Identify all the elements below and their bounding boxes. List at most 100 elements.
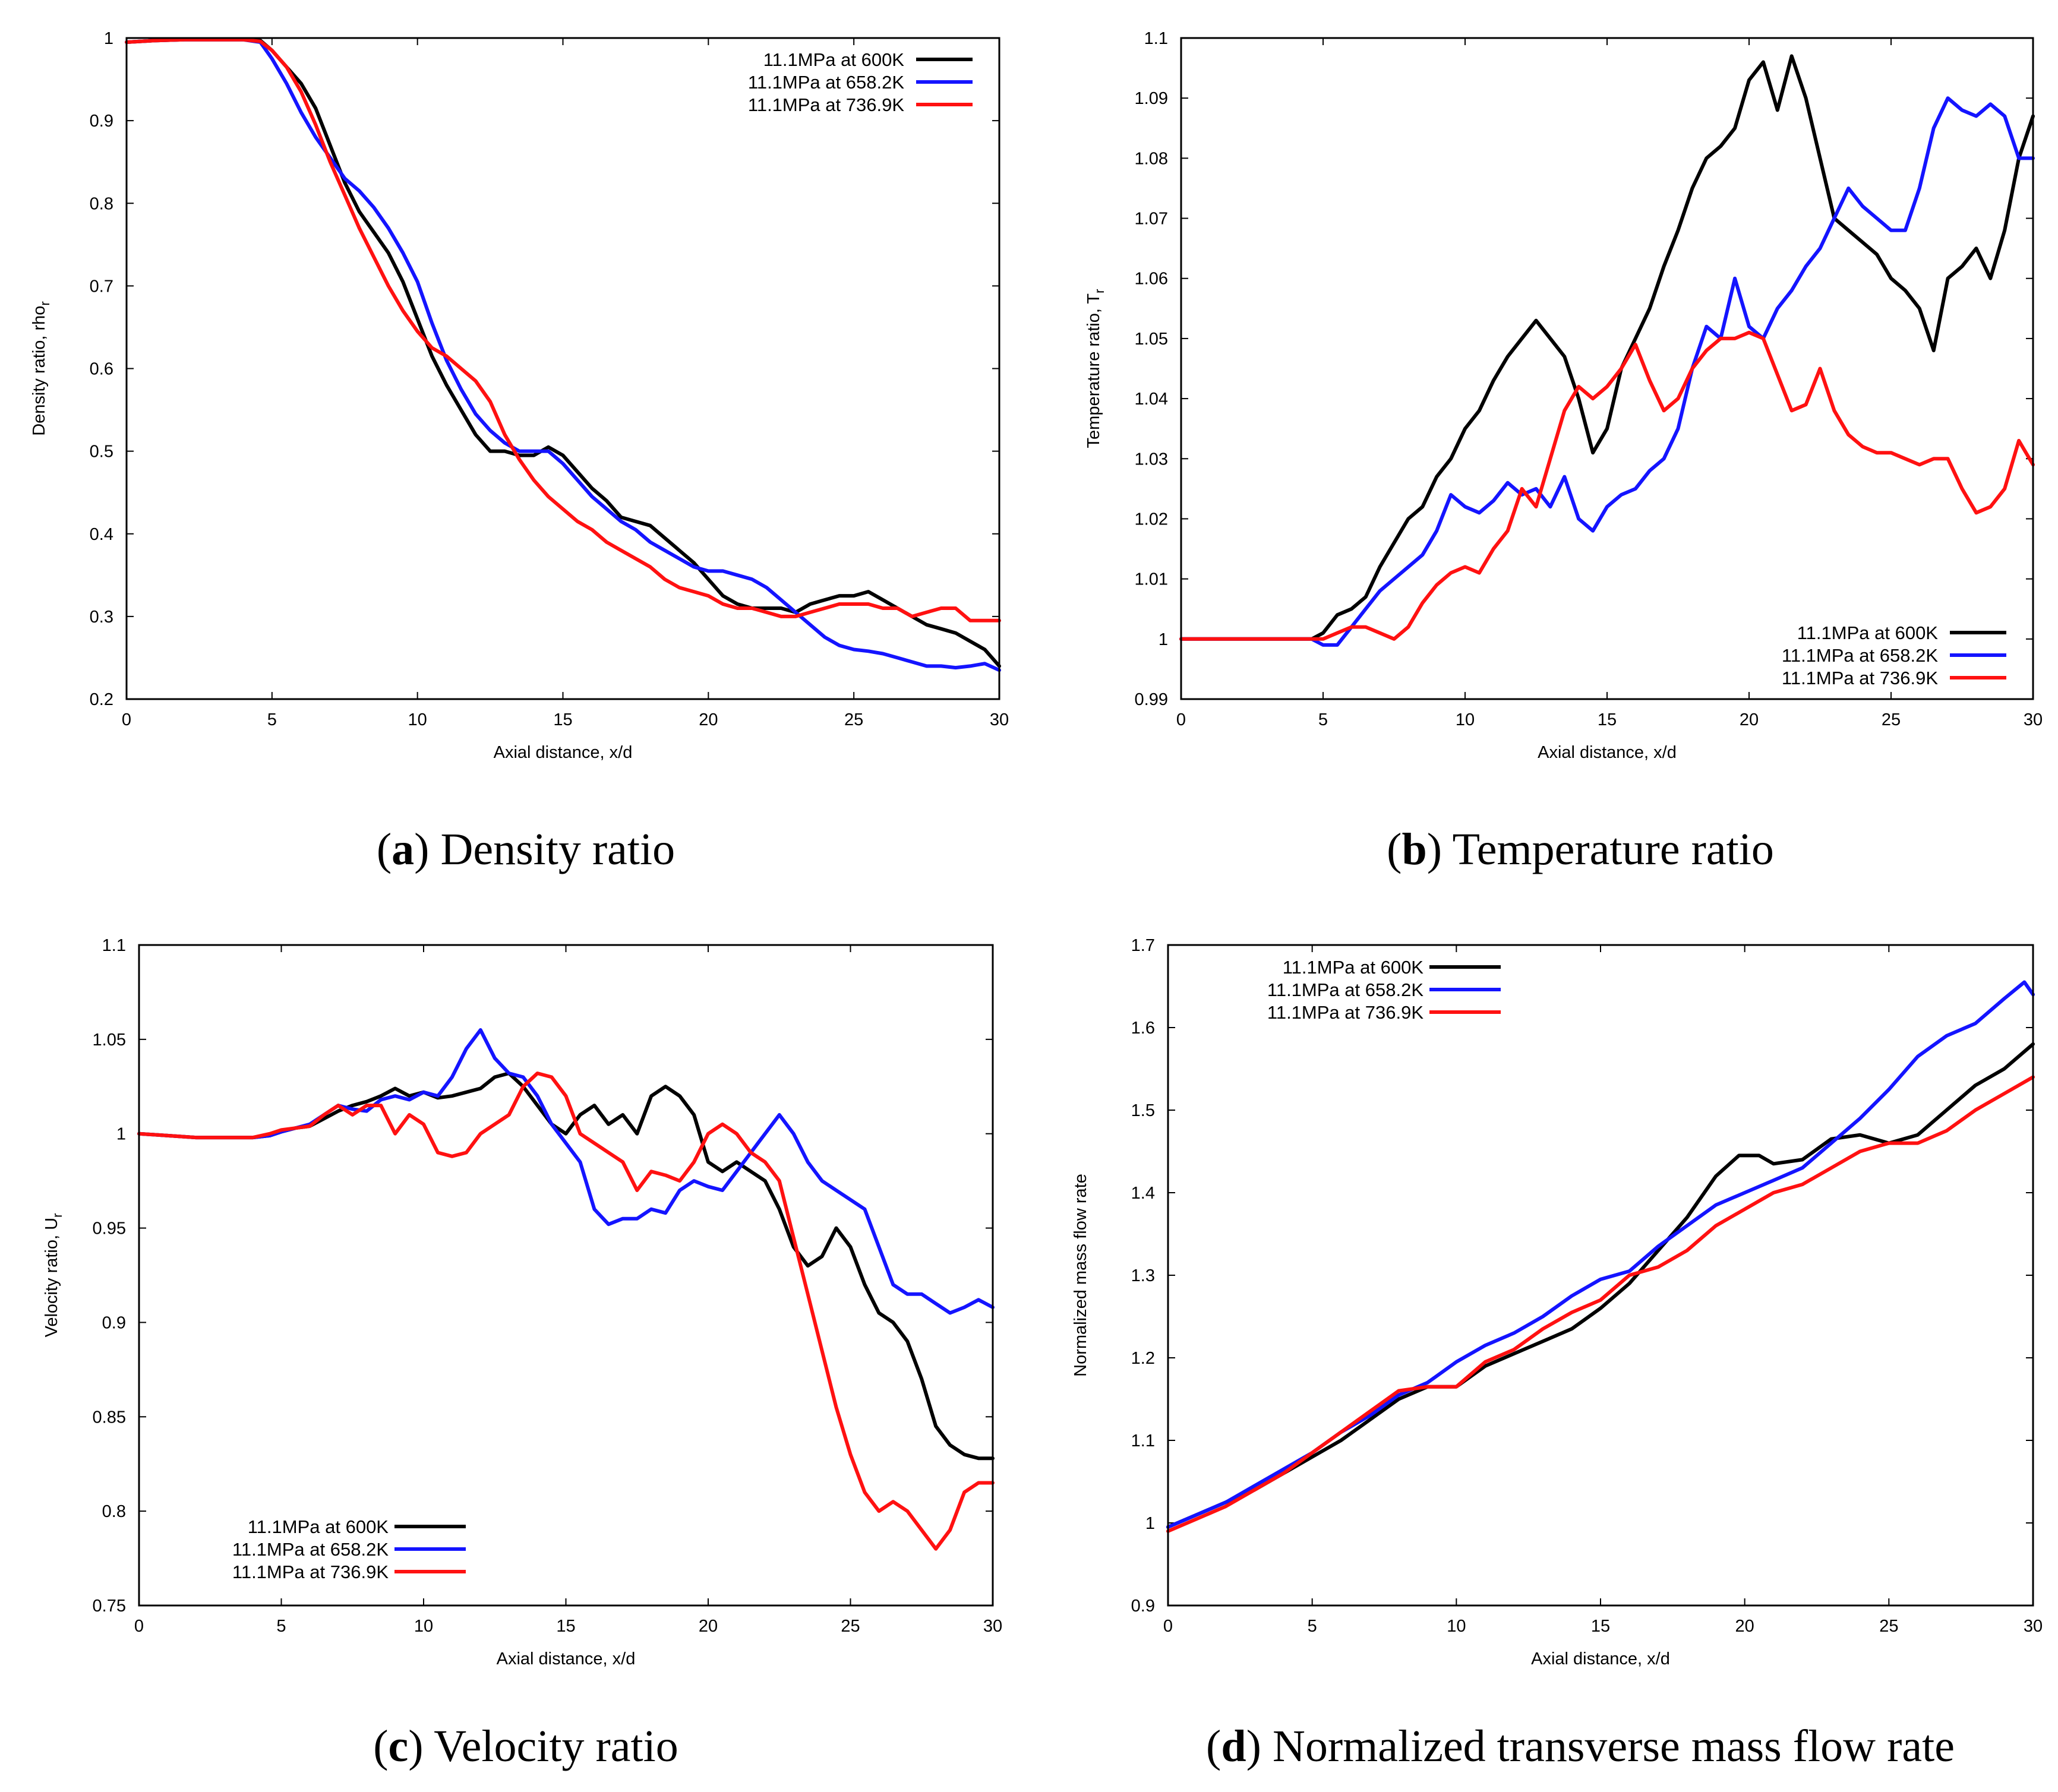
legend-label: 11.1MPa at 658.2K bbox=[232, 1539, 389, 1560]
y-tick-label: 1.07 bbox=[1135, 210, 1168, 229]
legend-label: 11.1MPa at 736.9K bbox=[232, 1562, 389, 1582]
y-axis-label: Temperature ratio, Tr bbox=[1084, 289, 1107, 448]
y-tick-label: 0.8 bbox=[90, 194, 113, 213]
x-tick-label: 10 bbox=[1447, 1617, 1466, 1636]
caption-letter: c bbox=[389, 1721, 409, 1771]
y-tick-label: 1 bbox=[116, 1125, 126, 1144]
caption-letter: d bbox=[1221, 1721, 1246, 1771]
series-line-2 bbox=[1166, 980, 2035, 1529]
caption-paren-open: ( bbox=[1206, 1721, 1221, 1771]
legend-label: 11.1MPa at 658.2K bbox=[748, 72, 904, 93]
caption-letter: b bbox=[1402, 824, 1426, 874]
x-tick-label: 20 bbox=[699, 1617, 718, 1636]
x-tick-label: 25 bbox=[1879, 1617, 1898, 1636]
chart-panel-a: 0 5 10 15 20 25 30 0.2 0.3 0.4 0.5 0.6 0.7 0.8 0.9 1 Axi… bbox=[30, 29, 1009, 874]
x-tick-label: 15 bbox=[1591, 1617, 1610, 1636]
x-tick-label: 15 bbox=[1598, 710, 1617, 729]
x-tick-label: 0 bbox=[122, 710, 131, 729]
y-tick-label: 0.4 bbox=[90, 525, 113, 544]
series-line-1 bbox=[125, 37, 1001, 668]
legend-label: 11.1MPa at 600K bbox=[1283, 957, 1424, 978]
caption-paren-close: ) bbox=[1246, 1721, 1261, 1771]
y-axis-label-text: Temperature ratio, T bbox=[1084, 293, 1103, 448]
y-axis-label-text: Velocity ratio, U bbox=[42, 1218, 61, 1337]
legend-label: 11.1MPa at 600K bbox=[248, 1516, 389, 1537]
caption-text: Density ratio bbox=[429, 824, 675, 874]
legend-label: 11.1MPa at 736.9K bbox=[1267, 1002, 1423, 1023]
x-tick-label: 10 bbox=[408, 710, 427, 729]
y-axis-label: Velocity ratio, Ur bbox=[42, 1213, 65, 1338]
y-tick-label: 1.02 bbox=[1135, 510, 1168, 529]
y-tick-label: 0.7 bbox=[90, 277, 113, 296]
panel-caption: (d) Normalized transverse mass flow rate bbox=[1206, 1721, 1955, 1771]
x-tick-label: 10 bbox=[1456, 710, 1475, 729]
x-axis-label: Axial distance, x/d bbox=[494, 743, 633, 762]
y-tick-label: 1.04 bbox=[1135, 390, 1168, 409]
y-tick-label: 0.9 bbox=[1131, 1597, 1155, 1616]
x-axis-label: Axial distance, x/d bbox=[1531, 1649, 1670, 1668]
caption-text: Velocity ratio bbox=[424, 1721, 678, 1771]
x-tick-label: 5 bbox=[276, 1617, 286, 1636]
y-tick-label: 1.3 bbox=[1131, 1266, 1155, 1285]
x-tick-label: 20 bbox=[699, 710, 718, 729]
series-line-3 bbox=[1179, 330, 2035, 641]
y-tick-label: 1.01 bbox=[1135, 570, 1168, 589]
legend-label: 11.1MPa at 658.2K bbox=[1782, 645, 1938, 666]
y-tick-label: 0.9 bbox=[102, 1313, 126, 1332]
y-tick-label: 1.06 bbox=[1135, 270, 1168, 289]
caption-paren-close: ) bbox=[1427, 824, 1442, 874]
y-tick-label: 0.85 bbox=[93, 1408, 126, 1427]
series-line-2 bbox=[1179, 96, 2035, 647]
plot-frame bbox=[1180, 37, 2034, 700]
y-axis-label-subscript: r bbox=[50, 1213, 65, 1218]
y-axis-label: Density ratio, rhor bbox=[30, 301, 52, 436]
x-tick-label: 15 bbox=[553, 710, 572, 729]
y-tick-label: 0.3 bbox=[90, 608, 113, 627]
x-tick-label: 5 bbox=[1308, 1617, 1317, 1636]
y-tick-label: 1.1 bbox=[102, 936, 126, 955]
x-tick-label: 0 bbox=[134, 1617, 144, 1636]
y-tick-label: 0.75 bbox=[93, 1597, 126, 1616]
plot-frame bbox=[1167, 944, 2034, 1607]
y-tick-label: 1.4 bbox=[1131, 1184, 1155, 1203]
y-axis-label: Normalized mass flow rate bbox=[1071, 1174, 1090, 1377]
legend-label: 11.1MPa at 600K bbox=[763, 49, 905, 70]
y-tick-label: 0.5 bbox=[90, 443, 113, 462]
series-line-3 bbox=[1166, 1075, 2035, 1533]
y-tick-label: 0.6 bbox=[90, 360, 113, 379]
caption-paren-open: ( bbox=[373, 1721, 388, 1771]
series-line-2 bbox=[137, 1028, 995, 1315]
plot-frame bbox=[125, 37, 1000, 700]
caption-paren-close: ) bbox=[408, 1721, 423, 1771]
y-tick-label: 1.03 bbox=[1135, 450, 1168, 469]
caption-paren-open: ( bbox=[1387, 824, 1402, 874]
y-tick-label: 1.05 bbox=[93, 1031, 126, 1050]
panel-caption: (b) Temperature ratio bbox=[1387, 824, 1774, 874]
x-tick-label: 30 bbox=[983, 1617, 1002, 1636]
y-tick-label: 1.08 bbox=[1135, 149, 1168, 168]
y-tick-label: 1 bbox=[1145, 1514, 1155, 1533]
x-tick-label: 20 bbox=[1740, 710, 1759, 729]
y-tick-label: 1.2 bbox=[1131, 1349, 1155, 1368]
y-tick-label: 1.1 bbox=[1131, 1431, 1155, 1450]
x-tick-label: 25 bbox=[841, 1617, 860, 1636]
legend-label: 11.1MPa at 658.2K bbox=[1267, 979, 1423, 1000]
panel-caption: (c) Velocity ratio bbox=[373, 1721, 678, 1771]
x-tick-label: 30 bbox=[990, 710, 1009, 729]
chart-panel-c: 0 5 10 15 20 25 30 0.75 0.8 0.85 0.9 0.95 1 1.05 1.1 Ax… bbox=[42, 936, 1002, 1771]
y-tick-label: 0.2 bbox=[90, 690, 113, 709]
series-line-1 bbox=[137, 1072, 995, 1461]
y-tick-label: 1.7 bbox=[1131, 936, 1155, 955]
x-tick-label: 5 bbox=[1318, 710, 1328, 729]
legend-label: 11.1MPa at 736.9K bbox=[1782, 668, 1938, 688]
y-tick-label: 0.8 bbox=[102, 1502, 126, 1521]
x-tick-label: 25 bbox=[844, 710, 863, 729]
y-tick-label: 0.99 bbox=[1135, 690, 1168, 709]
chart-panel-d: 0 5 10 15 20 25 30 0.9 1 1.1 1.2 1.3 1.4 1.5 1.6 1.7 Axi… bbox=[1071, 936, 2043, 1771]
x-tick-label: 5 bbox=[267, 710, 277, 729]
x-tick-label: 0 bbox=[1176, 710, 1186, 729]
y-tick-label: 1.5 bbox=[1131, 1101, 1155, 1120]
x-tick-label: 10 bbox=[414, 1617, 433, 1636]
caption-paren-close: ) bbox=[414, 824, 429, 874]
